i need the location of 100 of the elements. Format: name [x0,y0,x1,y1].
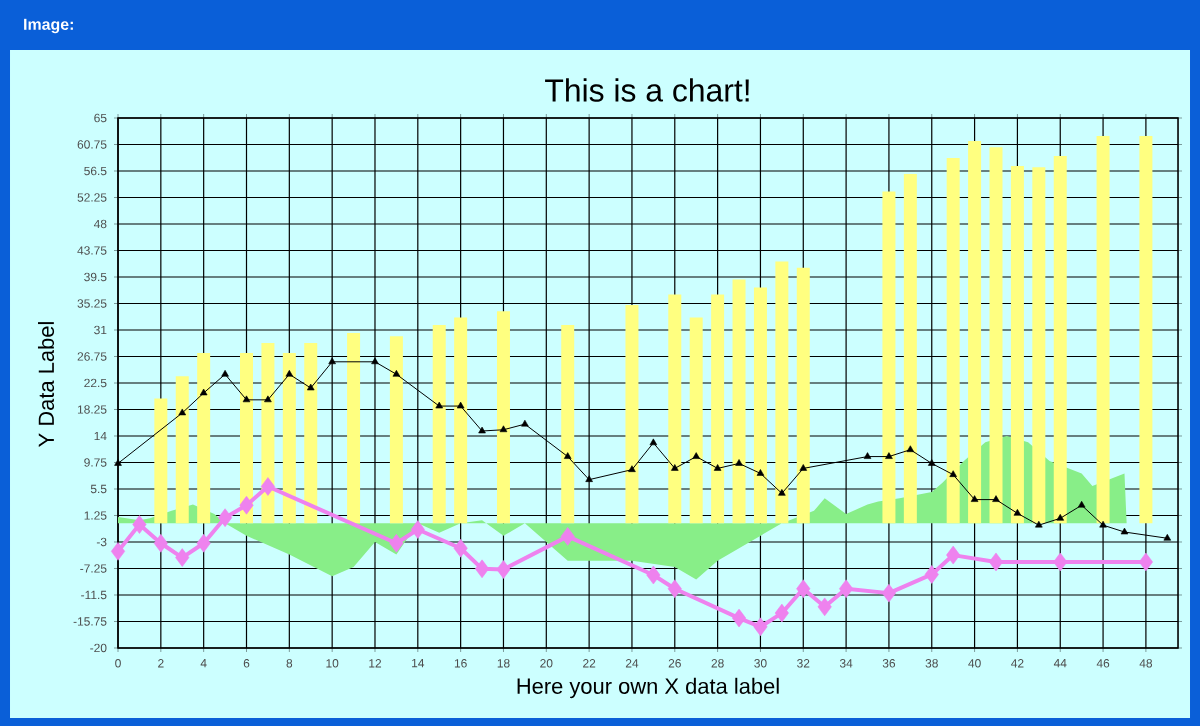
point [885,452,893,459]
point [988,552,1004,572]
point [1138,552,1153,572]
point [285,369,294,377]
point [649,438,658,446]
point [732,608,747,628]
point [132,515,147,534]
point [175,548,190,567]
point [928,459,936,466]
point [199,388,208,396]
point [221,369,229,377]
point [628,465,636,472]
point [713,464,722,471]
bar [175,376,189,524]
bar [561,325,575,524]
bar [154,398,168,524]
point [992,495,1000,502]
point [585,475,593,482]
y-axis-title: Y Data Label [37,322,55,447]
bar [1032,167,1046,524]
bar [968,141,982,524]
bar [454,317,468,524]
bar [711,294,725,524]
point [692,452,700,459]
point [671,464,679,471]
point [735,459,743,466]
point [239,495,254,515]
point [1077,500,1086,508]
bar [882,191,896,524]
point [114,459,122,466]
point [667,579,682,599]
bar [753,287,767,524]
point [924,565,939,584]
bar [689,317,703,524]
point [153,533,168,553]
bar [732,279,746,524]
bar [1010,166,1024,524]
point [110,542,126,561]
point [478,426,486,434]
bar [304,343,318,524]
point [970,495,979,502]
point [371,357,379,365]
bar [989,147,1003,524]
bar [668,294,682,524]
point [1120,527,1129,535]
bar [197,353,211,524]
bar [496,311,510,524]
point [453,538,468,558]
point [817,597,832,617]
point [906,445,915,453]
bar [1096,136,1110,524]
point [218,508,233,527]
point [1035,520,1043,528]
x-axis-title: Here your own X data label [517,677,779,699]
chart-title: This is a chart! [545,78,749,102]
point [496,560,511,579]
point [328,357,336,365]
bar [903,174,917,524]
point [756,469,765,476]
point [1163,533,1172,541]
point [435,401,443,409]
bar [946,157,960,524]
point [389,533,404,553]
point [1013,509,1022,516]
point [456,401,465,409]
bar [796,267,810,524]
point [306,383,315,391]
point [799,464,808,471]
point [946,545,961,565]
bar [240,353,253,524]
point [753,617,768,637]
point [646,565,661,585]
point [839,579,854,599]
point [796,579,811,599]
point [260,477,275,496]
bar [347,333,361,524]
point [1056,514,1064,521]
point [410,520,425,539]
point [242,395,251,403]
point [264,395,272,403]
point [949,470,957,477]
point [778,489,786,496]
point [499,425,508,433]
bar [1139,136,1153,524]
bar [1053,156,1067,524]
bar [261,343,275,524]
point [881,583,896,603]
point [1099,520,1107,528]
bar [775,261,789,524]
point [178,408,187,416]
point [863,452,872,459]
point [392,369,401,377]
point [475,559,490,579]
bar [389,336,403,524]
point [560,527,575,546]
bar [282,353,296,524]
point [196,533,211,553]
point [563,452,572,459]
point [521,419,529,427]
bar [625,305,639,524]
